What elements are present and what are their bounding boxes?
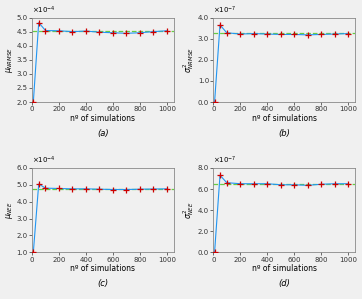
Text: $\times 10^{-7}$: $\times 10^{-7}$: [213, 4, 237, 16]
Y-axis label: $\mu_{NRMSE}$: $\mu_{NRMSE}$: [4, 47, 15, 73]
Text: $\times 10^{-7}$: $\times 10^{-7}$: [213, 155, 237, 166]
X-axis label: nº of simulations: nº of simulations: [252, 114, 317, 123]
Y-axis label: $\sigma^2_{NEE}$: $\sigma^2_{NEE}$: [182, 201, 197, 219]
X-axis label: nº of simulations: nº of simulations: [70, 114, 135, 123]
Text: (b): (b): [278, 129, 290, 138]
Y-axis label: $\sigma^2_{NRMSE}$: $\sigma^2_{NRMSE}$: [182, 47, 197, 73]
Y-axis label: $\mu_{NEE}$: $\mu_{NEE}$: [4, 201, 15, 219]
Text: (a): (a): [97, 129, 109, 138]
Text: $\times 10^{-4}$: $\times 10^{-4}$: [32, 4, 56, 16]
X-axis label: nº of simulations: nº of simulations: [252, 264, 317, 273]
Text: (c): (c): [97, 279, 108, 288]
Text: $\times 10^{-4}$: $\times 10^{-4}$: [32, 155, 56, 166]
Text: (d): (d): [278, 279, 290, 288]
X-axis label: nº of simulations: nº of simulations: [70, 264, 135, 273]
